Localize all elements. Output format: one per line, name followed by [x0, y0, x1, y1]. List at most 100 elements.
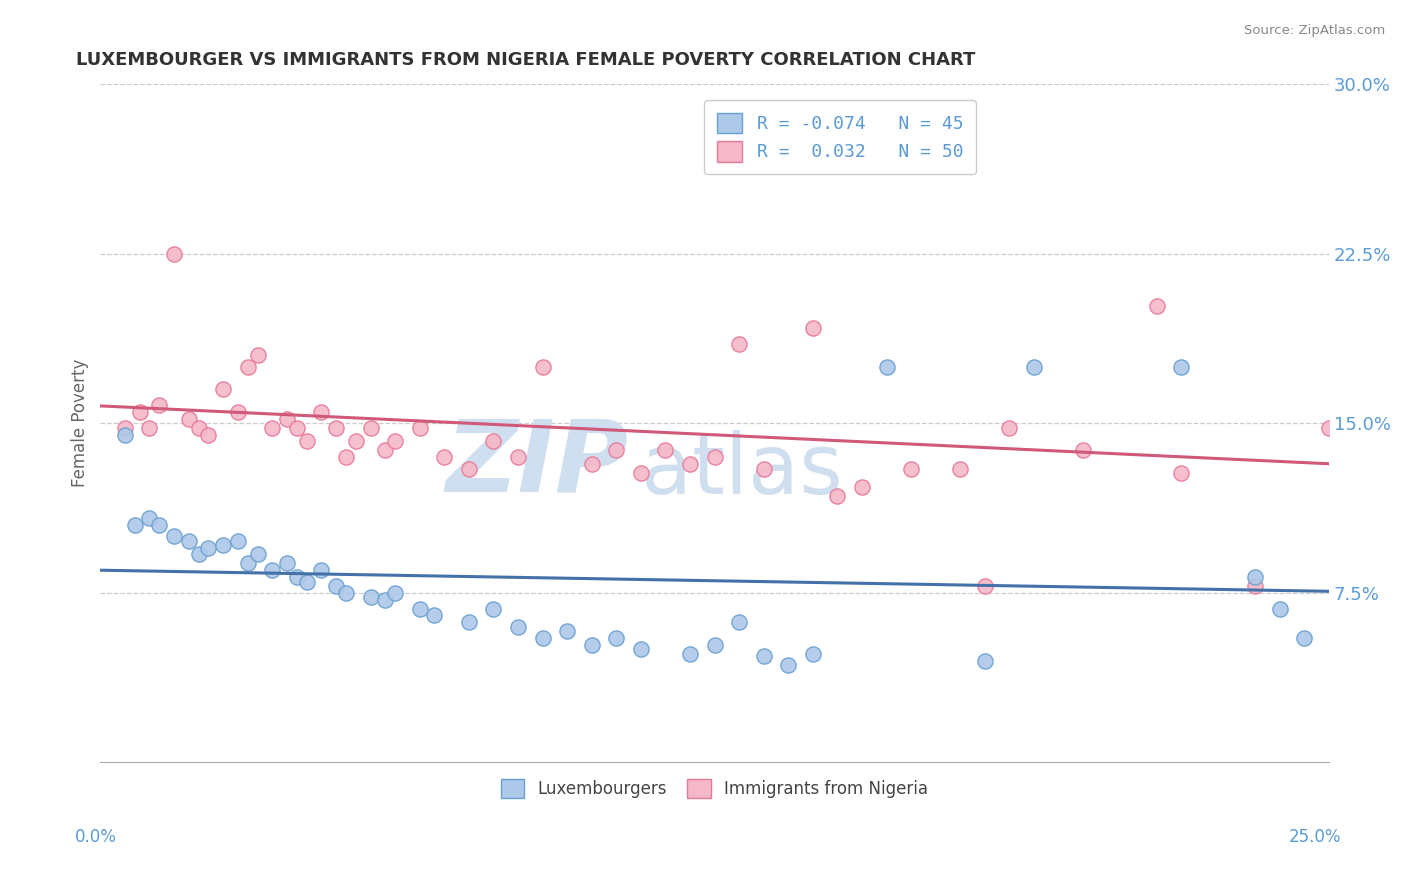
- Point: [148, 398, 170, 412]
- Point: [335, 450, 357, 465]
- Point: [531, 359, 554, 374]
- Point: [1170, 466, 1192, 480]
- Point: [384, 434, 406, 449]
- Point: [801, 647, 824, 661]
- Point: [482, 434, 505, 449]
- Point: [187, 421, 209, 435]
- Point: [138, 511, 160, 525]
- Point: [246, 548, 269, 562]
- Point: [187, 548, 209, 562]
- Point: [262, 563, 284, 577]
- Point: [1268, 601, 1291, 615]
- Point: [1317, 421, 1340, 435]
- Point: [1146, 299, 1168, 313]
- Point: [374, 592, 396, 607]
- Point: [212, 383, 235, 397]
- Point: [409, 601, 432, 615]
- Point: [114, 421, 136, 435]
- Point: [197, 427, 219, 442]
- Point: [295, 574, 318, 589]
- Point: [703, 450, 725, 465]
- Point: [457, 615, 479, 630]
- Point: [654, 443, 676, 458]
- Point: [285, 570, 308, 584]
- Point: [360, 421, 382, 435]
- Point: [177, 411, 200, 425]
- Text: 0.0%: 0.0%: [75, 828, 117, 846]
- Text: atlas: atlas: [641, 430, 842, 511]
- Point: [605, 443, 627, 458]
- Point: [276, 411, 298, 425]
- Point: [703, 638, 725, 652]
- Point: [433, 450, 456, 465]
- Text: Source: ZipAtlas.com: Source: ZipAtlas.com: [1244, 24, 1385, 37]
- Point: [1294, 631, 1316, 645]
- Point: [531, 631, 554, 645]
- Point: [1022, 359, 1045, 374]
- Text: LUXEMBOURGER VS IMMIGRANTS FROM NIGERIA FEMALE POVERTY CORRELATION CHART: LUXEMBOURGER VS IMMIGRANTS FROM NIGERIA …: [76, 51, 976, 69]
- Point: [285, 421, 308, 435]
- Point: [138, 421, 160, 435]
- Point: [311, 405, 333, 419]
- Point: [114, 427, 136, 442]
- Point: [778, 145, 800, 159]
- Point: [630, 642, 652, 657]
- Y-axis label: Female Poverty: Female Poverty: [72, 359, 89, 488]
- Point: [605, 631, 627, 645]
- Point: [973, 654, 995, 668]
- Point: [236, 557, 259, 571]
- Point: [276, 557, 298, 571]
- Point: [998, 421, 1021, 435]
- Point: [506, 620, 529, 634]
- Point: [752, 461, 775, 475]
- Point: [728, 337, 751, 351]
- Text: ZIP: ZIP: [446, 416, 628, 513]
- Point: [973, 579, 995, 593]
- Point: [876, 359, 898, 374]
- Point: [262, 421, 284, 435]
- Point: [581, 638, 603, 652]
- Legend: Luxembourgers, Immigrants from Nigeria: Luxembourgers, Immigrants from Nigeria: [495, 772, 935, 805]
- Point: [778, 658, 800, 673]
- Point: [311, 563, 333, 577]
- Point: [555, 624, 578, 639]
- Point: [148, 518, 170, 533]
- Point: [1170, 359, 1192, 374]
- Point: [335, 586, 357, 600]
- Point: [581, 457, 603, 471]
- Point: [163, 529, 186, 543]
- Point: [728, 615, 751, 630]
- Point: [1071, 443, 1094, 458]
- Point: [124, 518, 146, 533]
- Point: [482, 601, 505, 615]
- Point: [197, 541, 219, 555]
- Point: [246, 348, 269, 362]
- Point: [801, 321, 824, 335]
- Point: [384, 586, 406, 600]
- Text: 25.0%: 25.0%: [1288, 828, 1341, 846]
- Point: [409, 421, 432, 435]
- Point: [827, 489, 849, 503]
- Point: [226, 533, 249, 548]
- Point: [236, 359, 259, 374]
- Point: [457, 461, 479, 475]
- Point: [374, 443, 396, 458]
- Point: [506, 450, 529, 465]
- Point: [949, 461, 972, 475]
- Point: [1244, 579, 1267, 593]
- Point: [163, 246, 186, 260]
- Point: [325, 421, 347, 435]
- Point: [900, 461, 922, 475]
- Point: [1244, 570, 1267, 584]
- Point: [752, 649, 775, 664]
- Point: [128, 405, 150, 419]
- Point: [344, 434, 367, 449]
- Point: [226, 405, 249, 419]
- Point: [360, 591, 382, 605]
- Point: [679, 457, 702, 471]
- Point: [177, 533, 200, 548]
- Point: [679, 647, 702, 661]
- Point: [423, 608, 446, 623]
- Point: [212, 538, 235, 552]
- Point: [325, 579, 347, 593]
